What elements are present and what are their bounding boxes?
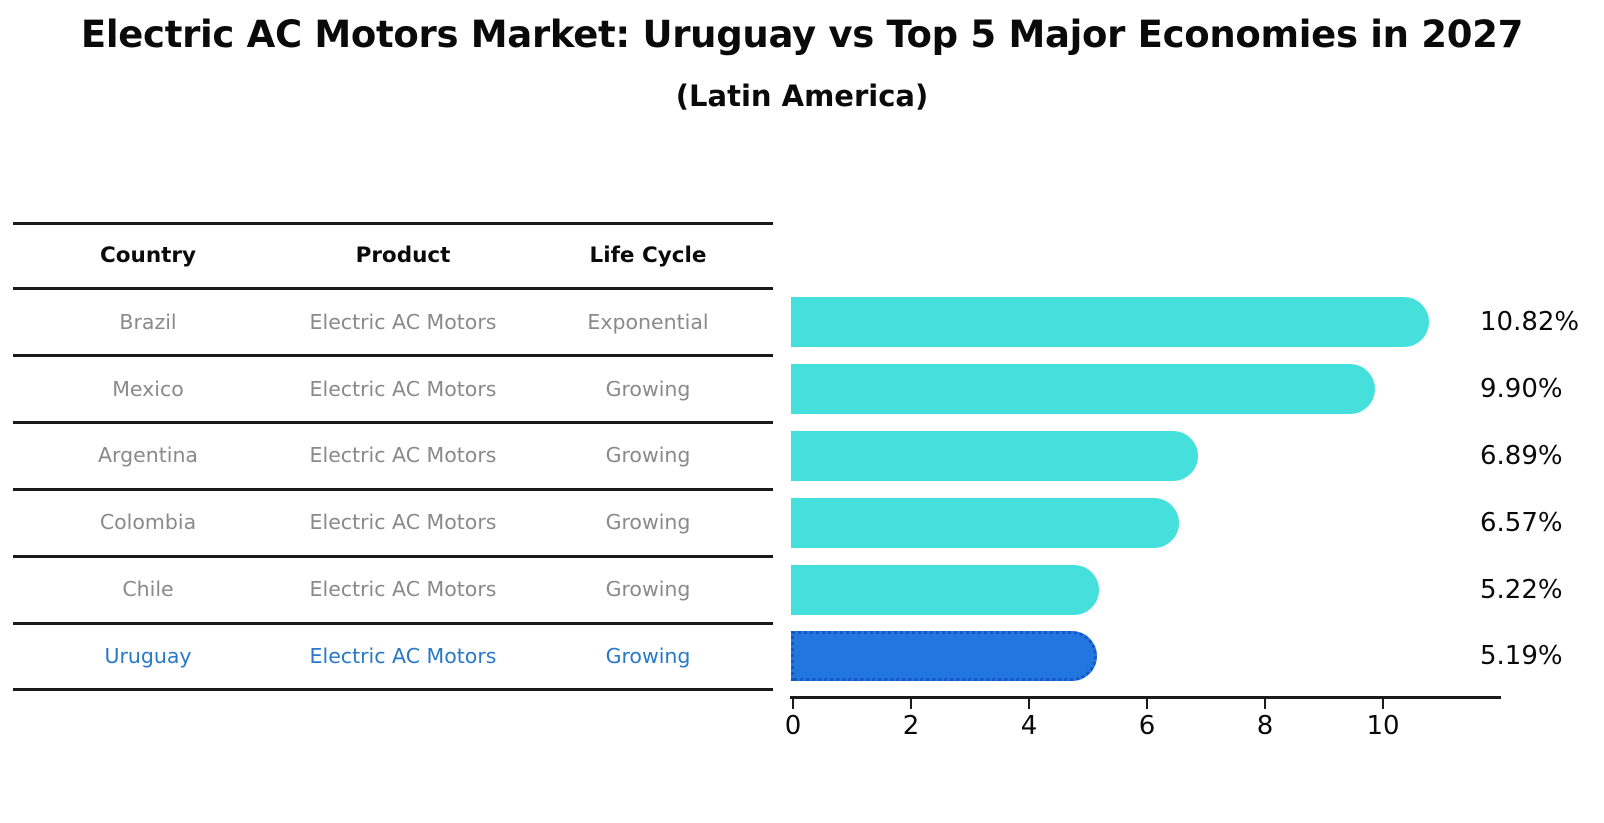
x-axis-tick-label: 2 (902, 711, 920, 741)
x-axis-tick-label: 4 (1020, 711, 1038, 741)
bar-uruguay (791, 631, 1098, 681)
table-line (13, 688, 773, 691)
x-axis-tick (1145, 698, 1149, 709)
column-header-country: Country (99, 242, 197, 268)
country-cell: Uruguay (104, 644, 192, 668)
product-cell: Electric AC Motors (309, 443, 497, 467)
life-cycle-cell: Growing (605, 577, 691, 601)
table-line (13, 622, 773, 625)
chart-subtitle: (Latin America) (675, 79, 929, 113)
product-cell: Electric AC Motors (309, 310, 497, 334)
x-axis-tick (1263, 698, 1267, 709)
life-cycle-cell: Exponential (587, 310, 709, 334)
product-cell: Electric AC Motors (309, 510, 497, 534)
table-line (13, 287, 773, 290)
x-axis-tick-label: 0 (784, 711, 802, 741)
table-row: Mexico Electric AC Motors Growing (13, 372, 773, 406)
country-cell: Colombia (99, 510, 197, 534)
product-cell: Electric AC Motors (309, 377, 497, 401)
bar-brazil (791, 297, 1430, 347)
table-line (13, 421, 773, 424)
x-axis-tick (1027, 698, 1031, 709)
x-axis-line (790, 696, 1501, 699)
product-cell: Electric AC Motors (309, 644, 497, 668)
table-row: Brazil Electric AC Motors Exponential (13, 305, 773, 339)
bar-value-label: 5.19% (1480, 641, 1563, 671)
column-header-life-cycle: Life Cycle (589, 242, 707, 268)
bar-value-label: 6.57% (1480, 507, 1563, 538)
table-row-highlighted: Uruguay Electric AC Motors Growing (13, 639, 773, 673)
table-row: Chile Electric AC Motors Growing (13, 572, 773, 606)
bar-argentina (791, 430, 1198, 481)
life-cycle-cell: Growing (605, 377, 691, 401)
x-axis-tick-label: 10 (1366, 711, 1400, 741)
bar-chile (791, 564, 1099, 615)
country-cell: Argentina (98, 443, 198, 467)
bar-value-label: 10.82% (1480, 307, 1580, 337)
table-line (13, 354, 773, 357)
x-axis-tick (909, 698, 913, 709)
table-line (13, 555, 773, 558)
product-cell: Electric AC Motors (309, 577, 497, 601)
table-line (13, 488, 773, 491)
x-axis-tick (1381, 698, 1385, 709)
x-axis-tick-label: 8 (1256, 711, 1274, 741)
x-axis-tick-label: 6 (1138, 711, 1156, 741)
life-cycle-cell: Growing (605, 644, 691, 668)
country-cell: Mexico (112, 377, 184, 401)
life-cycle-cell: Growing (605, 510, 691, 534)
column-header-product: Product (355, 242, 451, 268)
life-cycle-cell: Growing (605, 443, 691, 467)
table-line (13, 222, 773, 225)
x-axis-tick (791, 698, 795, 709)
table-row: Colombia Electric AC Motors Growing (13, 505, 773, 539)
country-cell: Brazil (119, 310, 177, 334)
table-row: Argentina Electric AC Motors Growing (13, 438, 773, 472)
table-header-row: Country Product Life Cycle (13, 238, 773, 272)
bar-value-label: 9.90% (1480, 374, 1563, 404)
bar-colombia (791, 497, 1179, 548)
bar-mexico (791, 364, 1376, 414)
country-cell: Chile (122, 577, 174, 601)
chart-title: Electric AC Motors Market: Uruguay vs To… (80, 13, 1524, 56)
bar-value-label: 5.22% (1480, 574, 1563, 605)
bar-value-label: 6.89% (1480, 440, 1563, 471)
